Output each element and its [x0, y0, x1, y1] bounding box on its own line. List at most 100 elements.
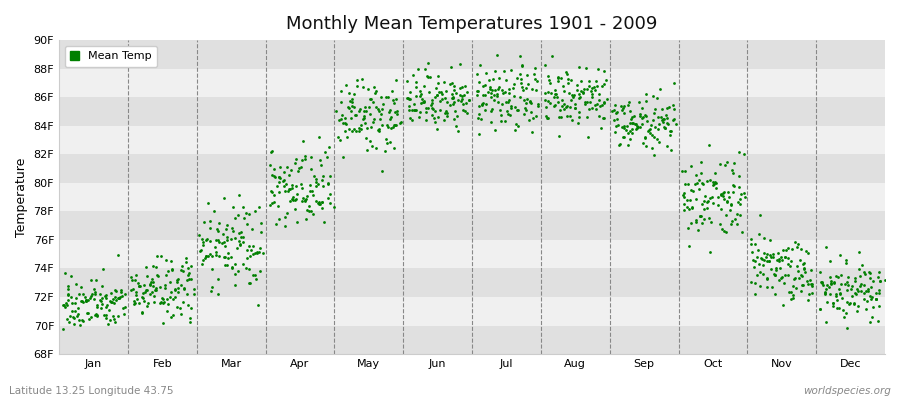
Point: [194, 261, 209, 267]
Point: [196, 238, 211, 245]
Point: [460, 89, 474, 96]
Point: [591, 113, 606, 119]
Point: [348, 112, 363, 118]
Point: [410, 93, 424, 99]
Point: [805, 281, 819, 288]
Point: [245, 226, 259, 233]
Point: [790, 244, 805, 250]
Point: [90, 312, 104, 318]
Point: [183, 319, 197, 325]
Point: [273, 175, 287, 181]
Point: [435, 96, 449, 102]
Point: [180, 276, 194, 283]
Bar: [59, 154, 885, 183]
Point: [531, 101, 545, 107]
Point: [99, 315, 113, 321]
Point: [787, 276, 801, 282]
Point: [726, 182, 741, 188]
Point: [248, 272, 262, 278]
Point: [182, 276, 196, 282]
Point: [562, 112, 577, 119]
Point: [187, 286, 202, 292]
Point: [720, 158, 734, 165]
Point: [711, 202, 725, 208]
Point: [282, 172, 296, 178]
Point: [425, 100, 439, 106]
Point: [841, 282, 855, 288]
Point: [80, 297, 94, 304]
Point: [516, 87, 530, 93]
Point: [338, 115, 352, 121]
Point: [666, 102, 680, 108]
Point: [717, 189, 732, 195]
Point: [488, 68, 502, 74]
Point: [277, 182, 292, 189]
Point: [510, 75, 525, 82]
Point: [872, 287, 886, 293]
Point: [853, 283, 868, 289]
Point: [286, 194, 301, 200]
Point: [79, 296, 94, 303]
Point: [684, 220, 698, 226]
Point: [309, 183, 323, 190]
Point: [781, 255, 796, 261]
Point: [140, 273, 154, 280]
Point: [597, 115, 611, 121]
Point: [445, 80, 459, 86]
Point: [677, 194, 691, 200]
Point: [841, 279, 855, 286]
Point: [557, 106, 572, 112]
Point: [508, 127, 522, 134]
Point: [854, 281, 868, 288]
Point: [850, 302, 865, 309]
Point: [802, 291, 816, 297]
Point: [646, 110, 661, 116]
Point: [608, 123, 623, 129]
Point: [502, 112, 517, 118]
Point: [760, 258, 774, 264]
Point: [632, 99, 646, 106]
Point: [644, 126, 658, 132]
Point: [764, 254, 778, 260]
Point: [145, 276, 159, 282]
Point: [338, 128, 353, 134]
Point: [66, 314, 80, 320]
Point: [623, 127, 637, 134]
Point: [382, 109, 396, 115]
Point: [646, 117, 661, 123]
Point: [267, 192, 282, 198]
Point: [265, 149, 279, 155]
Point: [552, 114, 566, 120]
Point: [408, 106, 422, 113]
Point: [725, 189, 740, 195]
Point: [521, 80, 535, 87]
Point: [201, 200, 215, 206]
Point: [755, 261, 770, 268]
Point: [254, 229, 268, 235]
Legend: Mean Temp: Mean Temp: [65, 46, 158, 67]
Point: [401, 107, 416, 113]
Point: [699, 178, 714, 184]
Point: [634, 115, 649, 121]
Point: [199, 253, 213, 260]
Point: [784, 296, 798, 302]
Point: [130, 296, 145, 302]
Point: [504, 104, 518, 111]
Point: [112, 294, 126, 301]
Point: [284, 167, 299, 173]
Point: [184, 276, 198, 282]
Point: [225, 225, 239, 232]
Point: [872, 290, 886, 296]
Point: [366, 84, 381, 90]
Point: [418, 116, 433, 123]
Point: [714, 190, 728, 197]
Point: [296, 138, 310, 144]
Point: [150, 272, 165, 278]
Point: [492, 107, 507, 113]
Point: [841, 324, 855, 331]
Point: [430, 125, 445, 132]
Point: [385, 123, 400, 130]
Point: [280, 210, 294, 216]
Point: [799, 248, 814, 254]
Point: [541, 89, 555, 96]
